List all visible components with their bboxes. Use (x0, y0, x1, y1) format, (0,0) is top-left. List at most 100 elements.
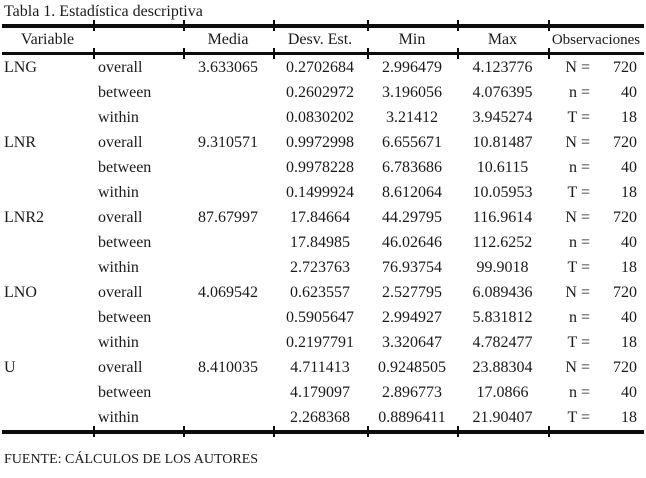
column-boundary-tick (273, 20, 275, 31)
obs-value-cell: 40 (621, 309, 637, 326)
desv-est-cell: 2.723763 (290, 259, 350, 276)
column-boundary-tick (367, 48, 369, 59)
table-row: LNO overall 4.069542 0.623557 2.527795 6… (2, 280, 644, 305)
table-row: LNG overall 3.633065 0.2702684 2.996479 … (2, 55, 644, 80)
obs-value-cell: 720 (613, 284, 637, 301)
obs-value-cell: 720 (613, 359, 637, 376)
variable-cell (2, 330, 93, 355)
table-row: within 2.268368 0.8896411 21.90407 T = 1… (2, 405, 644, 430)
variable-cell (2, 305, 93, 330)
media-cell (183, 330, 273, 355)
media-cell: 8.410035 (198, 359, 258, 376)
min-cell: 2.896773 (382, 384, 442, 401)
obs-label-cell: T = (567, 334, 590, 351)
obs-label-cell: n = (568, 384, 590, 401)
obs-value-cell: 18 (621, 334, 637, 351)
level-cell: overall (98, 359, 143, 376)
source-note: FUENTE: CÁLCULOS DE LOS AUTORES (4, 452, 259, 467)
media-cell (183, 80, 273, 105)
header-min: Min (398, 31, 426, 48)
header-max: Max (487, 31, 518, 48)
min-cell: 6.783686 (382, 159, 442, 176)
level-cell: between (98, 234, 152, 251)
table-body: LNG overall 3.633065 0.2702684 2.996479 … (2, 55, 644, 430)
table-row: between 17.84985 46.02646 112.6252 n = 4… (2, 230, 644, 255)
obs-label-cell: T = (567, 184, 590, 201)
column-boundary-tick (183, 48, 185, 59)
level-cell: between (98, 159, 152, 176)
obs-label-cell: T = (567, 409, 590, 426)
header-variable: Variable (20, 31, 75, 48)
obs-label-cell: n = (568, 84, 590, 101)
table-row: U overall 8.410035 4.711413 0.9248505 23… (2, 355, 644, 380)
column-boundary-tick (183, 426, 185, 437)
obs-value-cell: 40 (621, 159, 637, 176)
column-boundary-tick (93, 48, 95, 59)
column-boundary-tick (273, 48, 275, 59)
column-boundary-tick (93, 20, 95, 31)
table-row: within 0.0830202 3.21412 3.945274 T = 18 (2, 105, 644, 130)
variable-cell (2, 80, 93, 105)
max-cell: 10.05953 (472, 184, 533, 201)
header-spacer (93, 28, 183, 52)
obs-value-cell: 18 (621, 409, 637, 426)
header-observaciones: Observaciones (551, 32, 641, 48)
variable-cell (2, 230, 93, 255)
column-boundary-tick (273, 426, 275, 437)
level-cell: within (98, 259, 139, 276)
min-cell: 3.320647 (382, 334, 442, 351)
desv-est-cell: 2.268368 (290, 409, 350, 426)
min-cell: 3.196056 (382, 84, 442, 101)
level-cell: between (98, 384, 152, 401)
column-boundary-tick (548, 20, 550, 31)
level-cell: between (98, 84, 152, 101)
max-cell: 4.076395 (472, 84, 533, 101)
media-cell (183, 305, 273, 330)
desv-est-cell: 0.5905647 (286, 309, 354, 326)
variable-cell: LNR2 (4, 209, 44, 226)
column-boundary-tick (183, 20, 185, 31)
obs-value-cell: 40 (621, 234, 637, 251)
desv-est-cell: 0.2197791 (286, 334, 354, 351)
level-cell: overall (98, 59, 143, 76)
min-cell: 44.29795 (382, 209, 442, 226)
obs-label-cell: T = (567, 109, 590, 126)
desv-est-cell: 17.84664 (290, 209, 350, 226)
table-bottom-rule (2, 430, 644, 434)
media-cell: 9.310571 (198, 134, 258, 151)
desv-est-cell: 0.623557 (290, 284, 350, 301)
header-media: Media (207, 31, 249, 48)
min-cell: 46.02646 (382, 234, 442, 251)
media-cell (183, 255, 273, 280)
min-cell: 2.527795 (382, 284, 442, 301)
max-cell: 23.88304 (472, 359, 533, 376)
obs-label-cell: n = (568, 309, 590, 326)
level-cell: within (98, 109, 139, 126)
obs-value-cell: 40 (621, 384, 637, 401)
table-header-row: Variable Media Desv. Est. Min Max Observ… (2, 28, 644, 52)
column-boundary-tick (367, 20, 369, 31)
table: Variable Media Desv. Est. Min Max Observ… (2, 20, 644, 437)
media-cell: 3.633065 (198, 59, 258, 76)
min-cell: 3.21412 (386, 109, 438, 126)
max-cell: 21.90407 (472, 409, 533, 426)
desv-est-cell: 17.84985 (290, 234, 350, 251)
column-boundary-tick (548, 48, 550, 59)
desv-est-cell: 0.2702684 (286, 59, 354, 76)
desv-est-cell: 4.179097 (290, 384, 350, 401)
variable-cell (2, 255, 93, 280)
max-cell: 10.81487 (472, 134, 533, 151)
max-cell: 116.9614 (472, 209, 533, 226)
table-row: within 0.2197791 3.320647 4.782477 T = 1… (2, 330, 644, 355)
desv-est-cell: 0.1499924 (286, 184, 354, 201)
max-cell: 3.945274 (472, 109, 533, 126)
obs-value-cell: 40 (621, 84, 637, 101)
header-desv-est: Desv. Est. (287, 31, 353, 48)
column-boundary-tick (457, 426, 459, 437)
max-cell: 4.123776 (472, 59, 533, 76)
max-cell: 10.6115 (476, 159, 529, 176)
column-boundary-tick (367, 426, 369, 437)
column-boundary-tick (457, 48, 459, 59)
media-cell (183, 155, 273, 180)
desv-est-cell: 0.9978228 (286, 159, 354, 176)
